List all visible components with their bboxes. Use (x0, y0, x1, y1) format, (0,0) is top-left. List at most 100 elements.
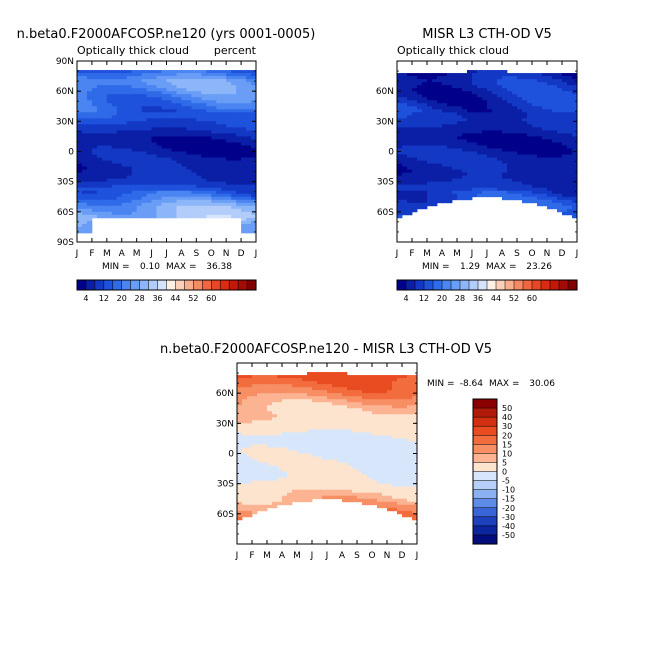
heatmap-cell (287, 465, 293, 469)
heatmap-cell (447, 154, 453, 158)
heatmap-cell (562, 202, 568, 207)
heatmap-cell (272, 375, 278, 379)
heatmap-cell (537, 151, 543, 155)
heatmap-cell (262, 432, 268, 436)
heatmap-cell (246, 85, 252, 89)
heatmap-cell (407, 447, 413, 451)
heatmap-cell (206, 166, 212, 170)
heatmap-cell (96, 94, 103, 98)
heatmap-cell (211, 130, 217, 134)
heatmap-cell (547, 157, 553, 161)
heatmap-cell (91, 130, 98, 134)
heatmap-cell (352, 477, 358, 482)
heatmap-cell (532, 85, 538, 89)
heatmap-cell (352, 429, 358, 433)
heatmap-cell (161, 166, 167, 170)
heatmap-cell (282, 426, 288, 430)
heatmap-cell (247, 486, 253, 491)
heatmap-cell (106, 76, 113, 80)
heatmap-cell (382, 420, 388, 424)
heatmap-cell (497, 73, 503, 77)
heatmap-cell (136, 76, 143, 80)
heatmap-cell (482, 166, 488, 170)
heatmap-cell (447, 112, 453, 116)
heatmap-cell (146, 196, 152, 201)
heatmap-cell (242, 399, 248, 403)
heatmap-cell (236, 157, 242, 161)
heatmap-cell (136, 193, 143, 198)
heatmap-cell (242, 393, 248, 397)
heatmap-cell (337, 372, 343, 376)
heatmap-cell (96, 100, 103, 104)
heatmap-cell (362, 387, 368, 391)
heatmap-cell (312, 477, 318, 482)
heatmap-cell (226, 73, 232, 77)
heatmap-cell (81, 100, 88, 104)
heatmap-cell (221, 127, 227, 131)
heatmap-cell (191, 196, 197, 201)
heatmap-cell (236, 109, 242, 113)
heatmap-cell (251, 94, 257, 98)
heatmap-cell (387, 459, 393, 463)
heatmap-cell (397, 384, 403, 388)
heatmap-cell (131, 91, 138, 95)
heatmap-cell (397, 76, 403, 80)
heatmap-cell (427, 97, 433, 101)
heatmap-cell (487, 79, 493, 83)
heatmap-cell (512, 130, 518, 134)
heatmap-cell (196, 184, 202, 189)
heatmap-cell (211, 148, 217, 152)
heatmap-cell (77, 76, 83, 80)
heatmap-cell (236, 82, 242, 86)
heatmap-cell (322, 411, 328, 415)
heatmap-cell (146, 118, 152, 122)
heatmap-cell (216, 130, 222, 134)
heatmap-cell (277, 426, 283, 430)
heatmap-cell (387, 408, 393, 412)
heatmap-cell (231, 151, 237, 155)
heatmap-cell (372, 408, 378, 412)
heatmap-cell (502, 142, 508, 146)
heatmap-cell (292, 444, 298, 448)
heatmap-cell (357, 387, 363, 391)
heatmap-cell (397, 130, 403, 134)
heatmap-cell (422, 109, 428, 113)
heatmap-cell (101, 142, 108, 146)
heatmap-cell (191, 154, 197, 158)
heatmap-cell (131, 205, 138, 210)
heatmap-cell (237, 378, 243, 382)
heatmap-cell (121, 163, 128, 167)
heatmap-cell (322, 384, 328, 388)
heatmap-cell (221, 172, 227, 177)
heatmap-cell (437, 79, 443, 83)
heatmap-cell (201, 91, 207, 95)
heatmap-cell (86, 175, 93, 180)
heatmap-cell (241, 199, 247, 204)
heatmap-cell (367, 393, 373, 397)
heatmap-cell (221, 157, 227, 161)
heatmap-cell (196, 130, 202, 134)
heatmap-cell (166, 115, 172, 119)
heatmap-cell (211, 175, 217, 180)
heatmap-cell (367, 378, 373, 382)
heatmap-cell (392, 378, 398, 382)
heatmap-cell (246, 205, 252, 210)
heatmap-cell (547, 73, 553, 77)
heatmap-cell (387, 384, 393, 388)
heatmap-cell (362, 414, 368, 418)
heatmap-cell (247, 420, 253, 424)
heatmap-cell (457, 142, 463, 146)
heatmap-cell (196, 124, 202, 128)
panel-misr-subtitle-left: Optically thick cloud (397, 44, 509, 57)
heatmap-cell (101, 181, 108, 186)
heatmap-cell (397, 408, 403, 412)
heatmap-cell (211, 124, 217, 128)
heatmap-cell (312, 459, 318, 463)
heatmap-cell (262, 387, 268, 391)
heatmap-cell (317, 408, 323, 412)
heatmap-cell (432, 175, 438, 180)
heatmap-cell (287, 384, 293, 388)
heatmap-cell (77, 169, 83, 174)
heatmap-cell (522, 85, 528, 89)
